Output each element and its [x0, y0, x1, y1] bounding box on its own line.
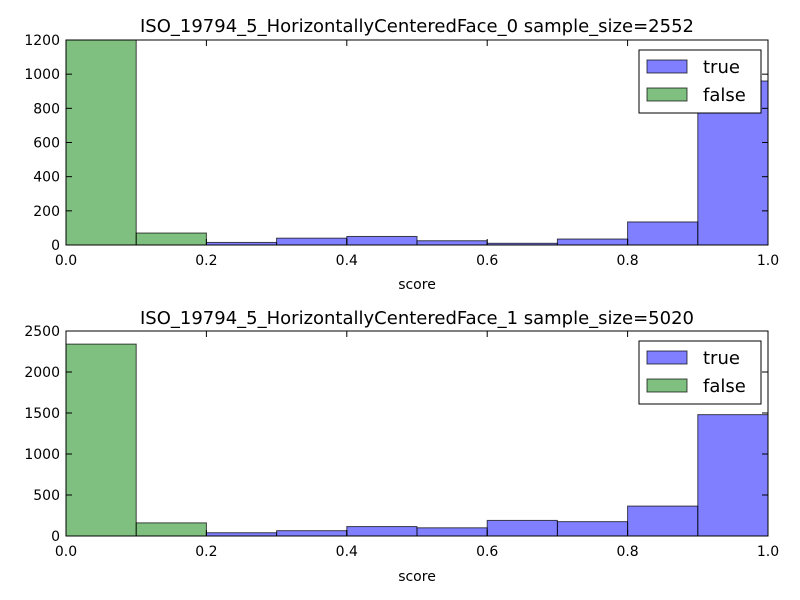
plot-frame [65, 330, 769, 537]
x-tick-label: 0.2 [195, 253, 217, 269]
bar-true-5 [416, 240, 488, 246]
x-tick-label: 1.0 [757, 253, 779, 269]
bar-true-8 [627, 505, 699, 537]
legend-swatch-true [646, 350, 688, 365]
y-tick-label: 600 [33, 136, 60, 152]
x-tick-label: 0.2 [195, 544, 217, 560]
y-axis: 0 200 400 600 800 1000 1200 [24, 33, 768, 254]
y-tick-label: 500 [33, 488, 60, 504]
legend-label-true: true [703, 57, 740, 78]
x-axis: 0.0 0.2 0.4 0.6 0.8 1.0 [55, 40, 779, 269]
x-axis: 0.0 0.2 0.4 0.6 0.8 1.0 [55, 331, 779, 560]
bar-true-9 [697, 414, 769, 537]
bar-true-5 [416, 527, 488, 537]
bar-true-4 [346, 235, 418, 246]
legend: true false [638, 49, 762, 114]
y-tick-label: 0 [51, 238, 60, 254]
legend-label-true: true [703, 348, 740, 369]
legend-label-false: false [703, 85, 746, 106]
bar-true-7 [556, 238, 629, 246]
y-axis: 0 500 1000 1500 2000 2500 [24, 324, 768, 545]
x-tick-label: 0.6 [476, 253, 498, 269]
x-tick-label: 0.0 [55, 253, 77, 269]
chart-0: ISO_19794_5_HorizontallyCenteredFace_0 s… [24, 16, 779, 293]
chart-title: ISO_19794_5_HorizontallyCenteredFace_1 s… [140, 308, 694, 329]
legend-label-false: false [703, 376, 746, 397]
bars [65, 39, 769, 246]
bar-true-7 [556, 521, 629, 537]
legend-swatch-true [646, 59, 688, 74]
x-tick-label: 0.4 [336, 544, 358, 560]
y-tick-label: 2500 [24, 324, 60, 340]
bar-true-4 [346, 526, 418, 537]
bars [65, 343, 769, 537]
x-tick-label: 1.0 [757, 544, 779, 560]
legend-swatch-false [646, 87, 688, 102]
y-tick-label: 1000 [24, 67, 60, 83]
x-tick-label: 0.0 [55, 544, 77, 560]
y-tick-label: 200 [33, 204, 60, 220]
bar-true-3 [276, 530, 348, 537]
x-tick-label: 0.6 [476, 544, 498, 560]
x-tick-label: 0.8 [616, 544, 638, 560]
bar-false-0 [65, 39, 137, 246]
x-tick-label: 0.4 [336, 253, 358, 269]
bar-false-1 [135, 522, 207, 537]
legend-swatch-false [646, 378, 688, 393]
y-tick-label: 800 [33, 101, 60, 117]
x-axis-label: score [398, 569, 436, 585]
bar-false-0 [65, 343, 137, 537]
bar-true-8 [627, 221, 699, 246]
bar-false-1 [135, 232, 207, 246]
x-axis-label: score [398, 277, 436, 293]
x-tick-label: 0.8 [616, 253, 638, 269]
chart-1: ISO_19794_5_HorizontallyCenteredFace_1 s… [24, 308, 779, 585]
y-tick-label: 2000 [24, 365, 60, 381]
y-tick-label: 1200 [24, 33, 60, 49]
bar-true-6 [486, 519, 558, 537]
y-tick-label: 1500 [24, 406, 60, 422]
bar-true-3 [276, 237, 348, 246]
legend: true false [638, 340, 762, 405]
y-tick-label: 400 [33, 170, 60, 186]
y-tick-label: 0 [51, 529, 60, 545]
chart-title: ISO_19794_5_HorizontallyCenteredFace_0 s… [140, 16, 694, 37]
y-tick-label: 1000 [24, 447, 60, 463]
